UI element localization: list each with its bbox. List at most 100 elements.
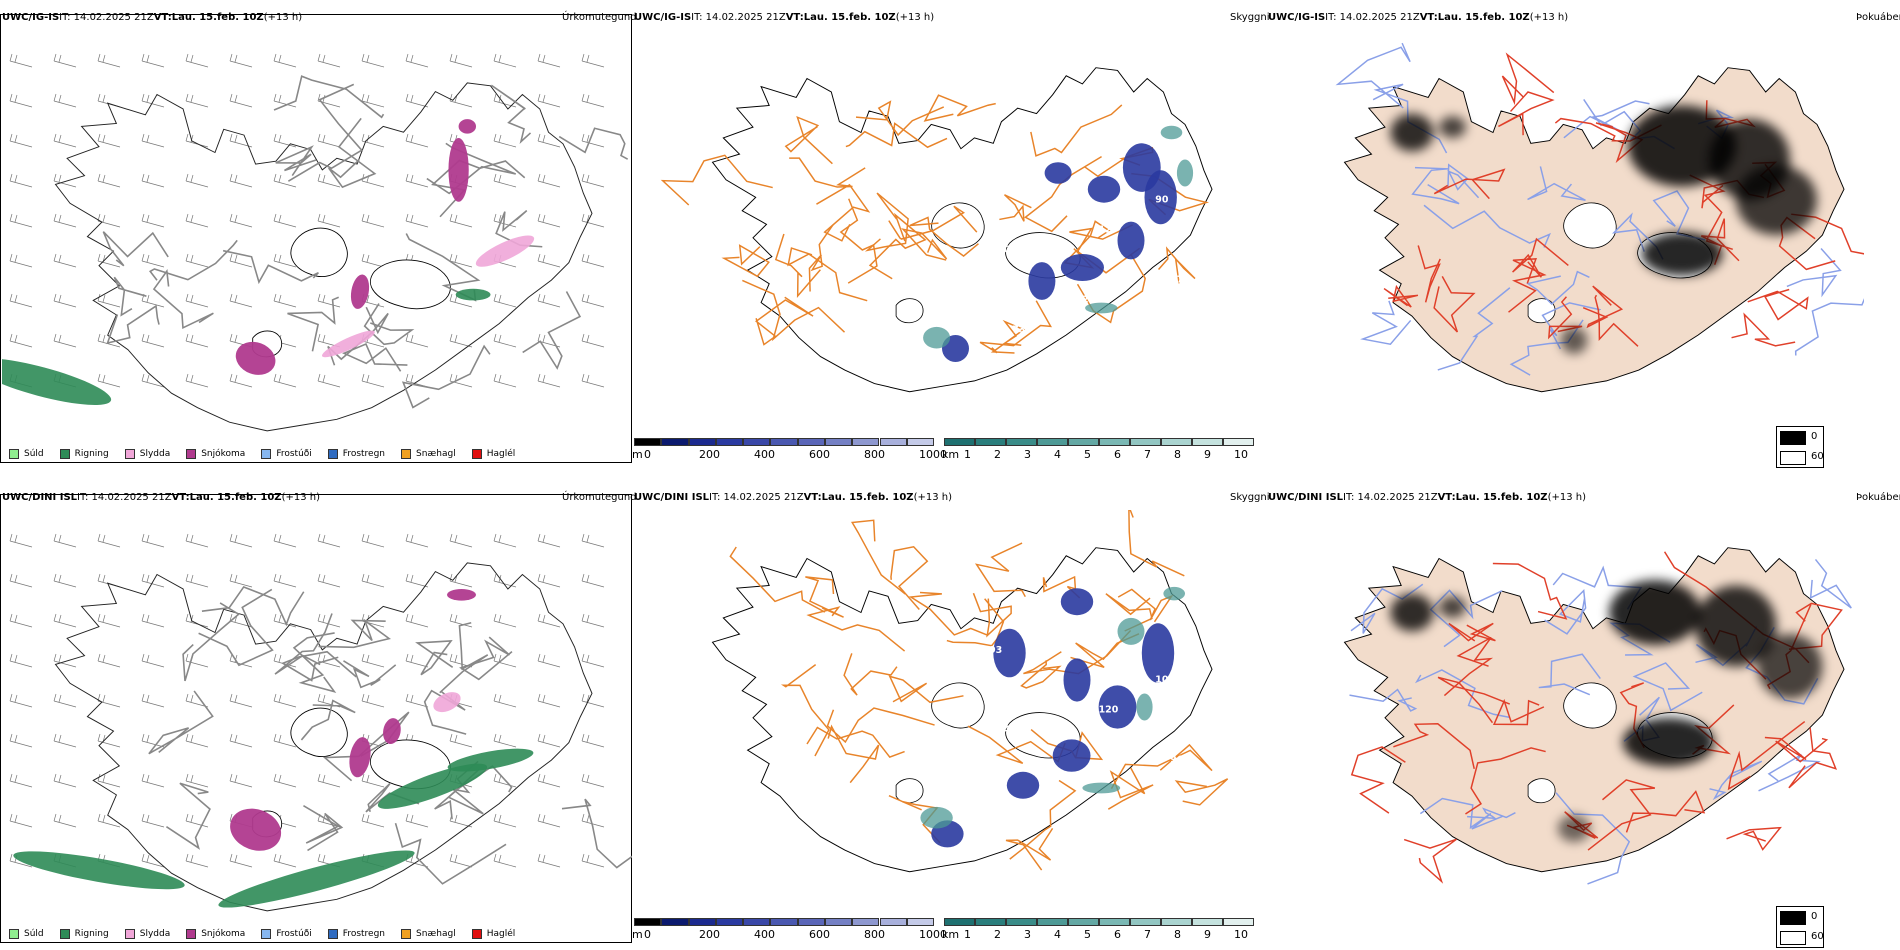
cloud-base-color-step xyxy=(743,438,771,446)
cloud-base-color-step xyxy=(797,918,825,926)
ceiling-visibility-panel: UWC/DINI ISLIT: 14.02.2025 21ZVT:Lau. 15… xyxy=(632,488,1270,943)
visibility-tick-label: 9 xyxy=(1204,928,1211,941)
valid-time: Lau. 15.feb. 10Z xyxy=(1455,492,1548,503)
model-name: UWC/DINI ISL xyxy=(634,492,710,503)
wind-barb xyxy=(9,813,33,828)
wind-barb xyxy=(97,53,121,68)
wind-barb xyxy=(141,253,165,268)
wind-barb xyxy=(405,573,429,588)
field-patch xyxy=(433,692,461,713)
cloud-base-color-step xyxy=(852,438,880,446)
road-line xyxy=(816,183,871,242)
road-line xyxy=(342,343,408,372)
road-line xyxy=(1731,312,1796,347)
legend-swatch xyxy=(327,929,338,939)
wind-barb xyxy=(53,653,77,668)
wind-barb xyxy=(9,173,33,188)
field-patch xyxy=(350,274,370,309)
road-line xyxy=(561,798,632,869)
wind-barb xyxy=(581,293,605,308)
wind-barb xyxy=(405,613,429,628)
wind-barb xyxy=(229,213,253,228)
visibility-tick-label: 6 xyxy=(1114,448,1121,461)
wind-barb xyxy=(229,693,253,708)
valid-time: Lau. 15.feb. 10Z xyxy=(171,12,264,23)
ceiling-visibility-map: 62 10 12 97 73 17 90 107 122 256 51 xyxy=(660,67,1213,393)
wind-barb xyxy=(9,133,33,148)
legend-swatch xyxy=(401,929,412,939)
road-line xyxy=(660,154,773,206)
road-line xyxy=(459,636,513,681)
legend-item-snjókoma: Snjókoma xyxy=(180,449,245,459)
road-line xyxy=(365,783,420,813)
precip-map-frame: Súld Rigning Slydda Snjókoma Frostúði Frostre… xyxy=(0,14,632,463)
road-line xyxy=(721,244,770,278)
visibility-value: 73 xyxy=(1012,324,1025,335)
wind-barb xyxy=(185,133,209,148)
wind-barb xyxy=(581,773,605,788)
road-line xyxy=(1709,760,1763,801)
fog-legend-label: 0 xyxy=(1811,431,1818,442)
visibility-tick-label: 10 xyxy=(1234,928,1248,941)
wind-barb xyxy=(317,213,341,228)
wind-barb xyxy=(97,133,121,148)
cloud-base-tick-label: 200 xyxy=(699,928,720,941)
valid-label: VT: xyxy=(153,12,172,23)
field-patch xyxy=(1736,164,1817,236)
field-patch xyxy=(1757,634,1823,699)
wind-barb xyxy=(361,53,385,68)
wind-barb xyxy=(141,213,165,228)
legend-label: Snjókoma xyxy=(201,449,246,459)
valid-time: Lau. 15.feb. 10Z xyxy=(803,12,896,23)
field-patch xyxy=(377,763,488,809)
wind-barb xyxy=(317,53,341,68)
legend-label: Frostregn xyxy=(342,449,386,459)
road-line xyxy=(888,205,978,240)
road-line xyxy=(1372,83,1448,154)
visibility-color-step xyxy=(1161,918,1192,926)
valid-label: VT: xyxy=(803,492,822,503)
road-line xyxy=(1501,52,1555,106)
cloud-base-color-step xyxy=(879,918,907,926)
wind-barb xyxy=(53,93,77,108)
road-line xyxy=(423,689,467,735)
road-line xyxy=(974,542,1026,598)
cloud-base-color-step xyxy=(661,918,689,926)
road-line xyxy=(1582,285,1624,329)
wind-barb xyxy=(493,173,517,188)
road-line xyxy=(1349,688,1418,712)
road-line xyxy=(923,94,996,122)
road-line xyxy=(774,233,821,299)
cloud-base-color-step xyxy=(770,918,798,926)
cloud-base-tick-label: 400 xyxy=(754,448,775,461)
road-line xyxy=(1069,224,1141,274)
road-line xyxy=(808,224,834,292)
field-patch xyxy=(1144,170,1177,225)
model-name: UWC/IG-IS xyxy=(1268,12,1326,23)
iceland-map xyxy=(2,75,629,432)
fog-legend-swatch xyxy=(1780,911,1806,925)
wind-barb xyxy=(581,133,605,148)
visibility-tick-label: 1 xyxy=(964,928,971,941)
legend-swatch xyxy=(261,449,272,459)
legend-swatch xyxy=(471,449,482,459)
cloud-base-color-step xyxy=(743,918,771,926)
cloud-base-unit: m xyxy=(632,928,643,941)
wind-barb xyxy=(581,733,605,748)
model-name: UWC/IG-IS xyxy=(634,12,692,23)
wind-barb xyxy=(53,733,77,748)
road-line xyxy=(318,618,391,649)
visibility-color-step xyxy=(1068,438,1099,446)
legend-label: Slydda xyxy=(139,449,171,459)
wind-barb xyxy=(53,53,77,68)
visibility-color-step xyxy=(1130,918,1161,926)
road-line xyxy=(300,699,356,741)
wind-barb xyxy=(493,693,517,708)
road-line xyxy=(850,519,906,595)
wind-barb xyxy=(405,173,429,188)
wind-barb xyxy=(185,293,209,308)
visibility-value: 107 xyxy=(997,245,1017,256)
wind-barb xyxy=(449,333,473,348)
legend-swatch xyxy=(186,929,197,939)
precip-map-frame: Súld Rigning Slydda Snjókoma Frostúði Frostre… xyxy=(0,494,632,943)
